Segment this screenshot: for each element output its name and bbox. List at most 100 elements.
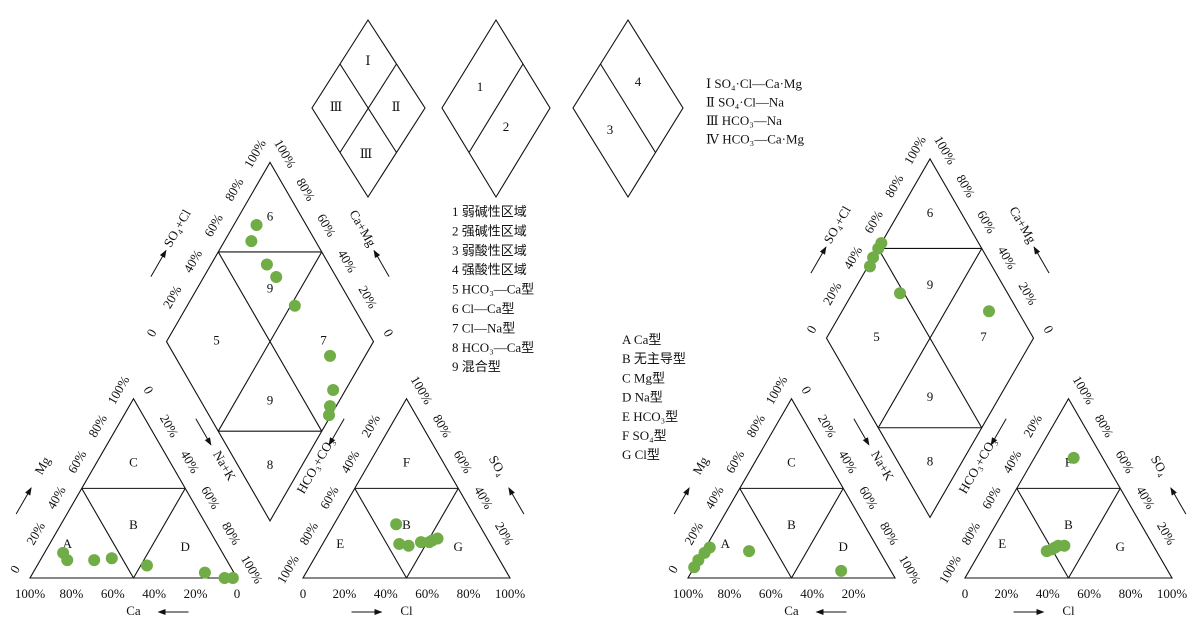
axis-arrow <box>328 418 345 446</box>
zone-label: 3 <box>607 122 614 137</box>
zone-label: A <box>63 536 73 551</box>
tick-label: 80% <box>1119 586 1143 601</box>
tick-label: 80% <box>958 519 983 547</box>
tick-label: 20% <box>1154 519 1179 547</box>
tick-label: 20% <box>157 412 182 440</box>
tick-label: 100% <box>15 586 46 601</box>
tick-label: 80% <box>877 519 902 547</box>
axis-arrow <box>810 246 827 274</box>
sample-point <box>414 536 427 549</box>
sample-point <box>402 539 415 552</box>
zone-label: C <box>129 455 138 470</box>
zone-label: E <box>998 536 1006 551</box>
axis-title: SO₄+Cl <box>820 203 854 246</box>
zone-label: E <box>336 536 344 551</box>
zone-label: 5 <box>873 329 880 344</box>
zone-line <box>791 488 844 579</box>
tick-label: 40% <box>335 247 360 275</box>
axis-arrow <box>150 249 167 277</box>
zone-label: 6 <box>927 205 934 220</box>
axis-arrow <box>673 487 690 515</box>
axis-title: Ca+Mg <box>1006 204 1039 246</box>
sample-point <box>867 251 880 264</box>
zone-line <box>406 488 459 579</box>
zone-line <box>739 488 792 579</box>
tick-label: 80% <box>882 172 907 200</box>
tick-label: 20% <box>815 412 840 440</box>
sample-point <box>260 258 273 271</box>
zone-line <box>81 488 134 579</box>
zone-label: 9 <box>267 281 274 296</box>
tick-label: 40% <box>178 448 203 476</box>
tick-label: 0 <box>381 326 397 339</box>
tick-label: 80% <box>717 586 741 601</box>
zone-label: Ⅱ <box>392 99 401 114</box>
tick-label: 80% <box>222 175 247 203</box>
sample-point <box>875 237 888 250</box>
zone-label: 8 <box>267 457 274 472</box>
zone-label: F <box>1065 455 1072 470</box>
tick-label: 60% <box>314 211 339 239</box>
tick-label: 20% <box>332 586 356 601</box>
zone-line <box>354 488 407 579</box>
sample-point <box>743 545 756 558</box>
tick-label: 0 <box>234 586 241 601</box>
tick-label: 60% <box>974 208 999 236</box>
axis-arrow <box>508 487 525 515</box>
tick-label: 60% <box>201 211 226 239</box>
axis-arrow <box>195 418 212 446</box>
zone-line <box>877 248 983 429</box>
zone-label: 4 <box>635 74 642 89</box>
tick-label: 80% <box>953 172 978 200</box>
axis-title: Ca+Mg <box>346 207 379 249</box>
tick-label: 20% <box>681 519 706 547</box>
tick-label: 100% <box>271 137 299 171</box>
legend-entry: Ⅱ SO₄·Cl—Na <box>706 94 784 109</box>
legend-entry: E HCO₃型 <box>622 409 678 424</box>
legend-entry: 3 弱酸性区域 <box>452 243 527 258</box>
legend-entry: 1 弱碱性区域 <box>452 204 527 219</box>
zone-label: 5 <box>213 333 220 348</box>
zone-label: 8 <box>927 453 934 468</box>
tick-label: 40% <box>1133 483 1158 511</box>
legend-entry: 6 Cl—Ca型 <box>452 301 514 316</box>
zone-label: G <box>1116 539 1125 554</box>
tick-label: 80% <box>293 175 318 203</box>
tick-label: 60% <box>1113 448 1138 476</box>
sample-point <box>140 559 153 572</box>
diamond <box>165 161 375 522</box>
zone-label: G <box>454 539 463 554</box>
tick-label: 40% <box>995 244 1020 272</box>
tick-label: 0 <box>7 563 23 576</box>
tick-label: 80% <box>85 412 110 440</box>
tick-label: 80% <box>296 519 321 547</box>
sample-point <box>324 400 337 413</box>
zone-line <box>217 251 323 432</box>
zone-label: D <box>181 539 190 554</box>
zone-label: B <box>129 517 138 532</box>
tick-label: 60% <box>64 447 89 475</box>
sample-point <box>835 564 848 577</box>
axis-title: Mg <box>31 454 53 478</box>
tick-label: 100% <box>1070 373 1098 407</box>
tick-label: 100% <box>673 586 704 601</box>
tick-label: 60% <box>759 586 783 601</box>
tick-label: 100% <box>104 373 132 407</box>
tick-label: 60% <box>861 208 886 236</box>
tick-label: 80% <box>743 412 768 440</box>
legend-entry: Ⅲ HCO₃—Na <box>706 113 782 128</box>
zone-label: C <box>787 455 796 470</box>
tick-label: 60% <box>451 448 476 476</box>
zone-label: 7 <box>980 329 987 344</box>
legend-entry: 2 强碱性区域 <box>452 223 527 238</box>
tick-label: 100% <box>936 552 964 586</box>
tick-label: 40% <box>471 483 496 511</box>
key-diamond: 1 2 <box>441 18 551 199</box>
sample-point <box>61 554 74 567</box>
tick-label: 60% <box>101 586 125 601</box>
tick-label: 0 <box>1041 323 1057 336</box>
zone-label: Ⅰ <box>365 53 370 68</box>
tick-label: 40% <box>142 586 166 601</box>
tick-label: 20% <box>842 586 866 601</box>
